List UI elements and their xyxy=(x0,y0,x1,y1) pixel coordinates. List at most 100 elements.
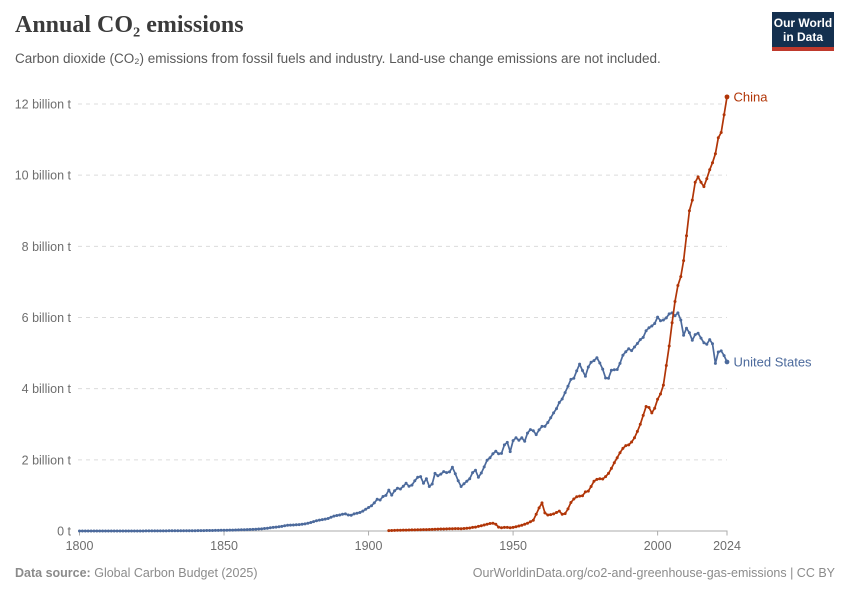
data-point xyxy=(433,527,437,531)
data-point xyxy=(500,526,503,530)
owid-logo-line2: in Data xyxy=(782,30,823,44)
data-point xyxy=(115,529,119,533)
data-point xyxy=(497,525,501,529)
data-point xyxy=(644,329,648,333)
data-point xyxy=(349,513,353,517)
y-tick-label-4-billion-t: 4 billion t xyxy=(22,382,72,396)
data-point xyxy=(153,529,157,533)
data-point xyxy=(138,529,142,533)
data-point xyxy=(416,528,420,532)
data-point xyxy=(196,529,200,533)
data-point xyxy=(156,529,159,533)
data-point xyxy=(560,512,564,516)
data-point xyxy=(586,489,590,493)
data-point xyxy=(624,350,628,354)
data-point xyxy=(98,529,102,533)
data-point xyxy=(427,485,431,488)
data-point xyxy=(508,450,512,454)
data-point xyxy=(653,406,657,410)
data-point xyxy=(398,528,402,532)
data-point xyxy=(312,520,316,524)
data-point xyxy=(150,529,154,533)
data-point xyxy=(130,529,133,533)
data-point xyxy=(607,376,610,380)
data-point xyxy=(505,440,509,444)
data-point xyxy=(101,529,105,533)
data-point xyxy=(690,338,694,342)
data-point xyxy=(621,446,625,450)
data-point xyxy=(346,513,350,517)
data-point xyxy=(179,529,183,533)
data-point xyxy=(583,490,587,494)
data-point xyxy=(260,527,264,531)
data-point xyxy=(664,364,668,367)
data-point xyxy=(187,529,191,533)
data-point xyxy=(393,489,397,493)
data-point xyxy=(364,507,368,511)
data-point xyxy=(343,512,347,516)
data-point xyxy=(549,416,553,420)
data-point xyxy=(413,528,417,532)
data-point xyxy=(621,353,625,357)
data-point xyxy=(670,321,674,325)
data-point xyxy=(248,528,252,531)
x-tick-label-2000: 2000 xyxy=(644,539,672,553)
data-point xyxy=(615,368,619,371)
data-point xyxy=(511,525,515,529)
data-point xyxy=(404,481,408,485)
owid-logo[interactable]: Our World in Data xyxy=(772,12,834,51)
y-tick-label-10-billion-t: 10 billion t xyxy=(15,169,72,183)
data-point xyxy=(679,318,683,322)
footer-credit-url[interactable]: OurWorldinData.org/co2-and-greenhouse-ga… xyxy=(472,566,835,580)
data-point xyxy=(401,484,405,488)
data-point xyxy=(132,529,136,533)
y-tick-label-12-billion-t: 12 billion t xyxy=(15,98,72,112)
data-point xyxy=(112,529,116,533)
data-point xyxy=(124,529,128,533)
chart-subtitle: Carbon dioxide (CO₂) emissions from foss… xyxy=(15,51,661,66)
data-point xyxy=(699,180,703,184)
data-point xyxy=(676,311,680,315)
y-tick-label-2-billion-t: 2 billion t xyxy=(22,453,72,467)
data-point xyxy=(555,511,558,514)
y-tick-label-6-billion-t: 6 billion t xyxy=(22,311,72,325)
data-point xyxy=(659,319,662,323)
data-point xyxy=(676,284,680,287)
data-point xyxy=(462,482,466,486)
data-point xyxy=(644,405,648,408)
data-point xyxy=(659,392,662,396)
data-point xyxy=(673,300,677,303)
data-point xyxy=(494,449,498,453)
data-point xyxy=(222,528,226,532)
data-point xyxy=(633,345,636,349)
data-point xyxy=(511,439,515,443)
data-point xyxy=(474,468,477,472)
data-point xyxy=(315,519,318,523)
data-point xyxy=(592,479,596,483)
data-point xyxy=(135,529,139,533)
data-point xyxy=(687,209,691,213)
data-point xyxy=(372,501,376,505)
data-point xyxy=(537,506,541,510)
data-point xyxy=(716,136,720,140)
data-point xyxy=(161,529,165,533)
markers-united-states xyxy=(78,311,729,533)
data-point xyxy=(705,177,709,181)
data-point xyxy=(439,472,443,476)
data-point xyxy=(494,522,498,526)
data-point xyxy=(679,275,683,279)
data-point xyxy=(647,406,651,409)
series-label-united-states: United States xyxy=(734,354,813,369)
data-point xyxy=(520,523,524,527)
data-point xyxy=(607,471,610,475)
data-point xyxy=(497,452,501,456)
data-point xyxy=(450,527,454,531)
data-point xyxy=(528,520,532,524)
data-point xyxy=(711,161,714,165)
data-point xyxy=(303,522,307,526)
data-point xyxy=(508,526,512,530)
data-point xyxy=(618,361,622,365)
data-point xyxy=(517,438,521,442)
data-point xyxy=(106,529,110,533)
data-point xyxy=(289,523,292,527)
